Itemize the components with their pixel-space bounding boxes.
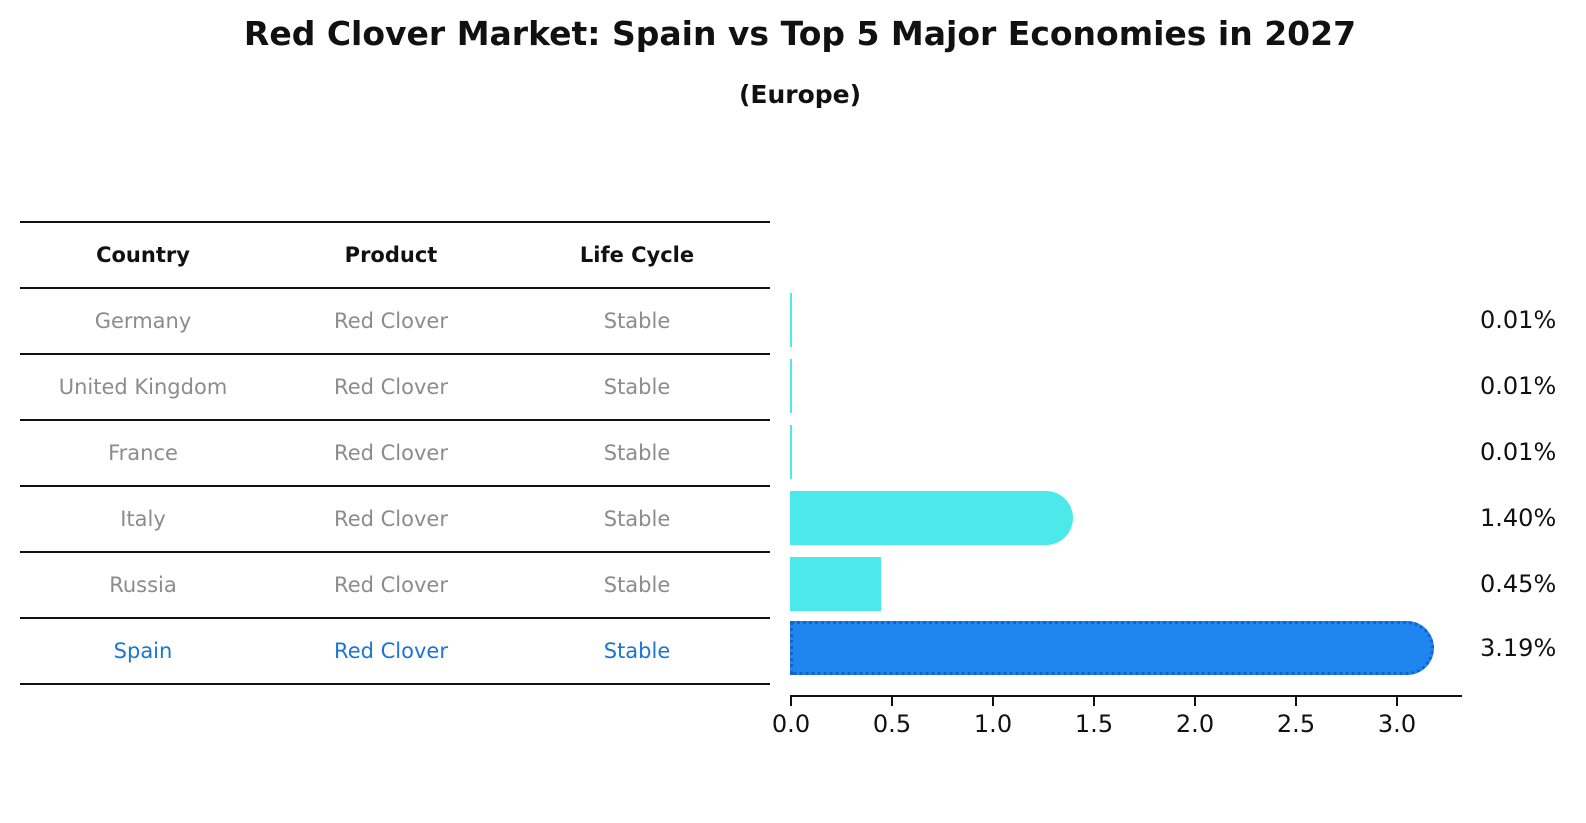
cell-lifecycle: Stable: [603, 639, 671, 663]
x-axis-tick: [891, 697, 893, 706]
x-axis-tick-label: 2.5: [1276, 710, 1316, 738]
country-table: Country Product Life Cycle Germany Red C…: [20, 221, 770, 685]
value-label-russia: 0.45%: [1480, 570, 1557, 598]
x-axis-tick: [790, 697, 792, 706]
bar-russia: [790, 557, 881, 611]
cell-product: Red Clover: [334, 639, 448, 663]
cell-product: Red Clover: [334, 573, 448, 597]
x-axis-tick: [1396, 697, 1398, 706]
cell-product: Red Clover: [334, 507, 448, 531]
bar-united-kingdom: [790, 359, 792, 413]
value-label-germany: 0.01%: [1480, 306, 1557, 334]
x-axis-tick-label: 0.0: [771, 710, 811, 738]
x-axis-tick: [1295, 697, 1297, 706]
table-row-highlighted: Spain Red Clover Stable: [20, 617, 770, 685]
cell-product: Red Clover: [334, 441, 448, 465]
x-axis-tick-label: 3.0: [1377, 710, 1417, 738]
table-row: Russia Red Clover Stable: [20, 551, 770, 617]
value-label-france: 0.01%: [1480, 438, 1557, 466]
bar-france: [790, 425, 792, 479]
column-header-lifecycle: Life Cycle: [579, 243, 695, 267]
x-axis-tick: [1093, 697, 1095, 706]
chart-title: Red Clover Market: Spain vs Top 5 Major …: [243, 14, 1357, 53]
table-row: United Kingdom Red Clover Stable: [20, 353, 770, 419]
chart-subtitle: (Europe): [738, 80, 862, 109]
cell-product: Red Clover: [334, 309, 448, 333]
x-axis-tick-label: 1.5: [1074, 710, 1114, 738]
table-row: France Red Clover Stable: [20, 419, 770, 485]
bar-spain: [790, 621, 1434, 675]
x-axis-tick-label: 0.5: [872, 710, 912, 738]
cell-lifecycle: Stable: [603, 573, 671, 597]
x-axis-tick-label: 1.0: [973, 710, 1013, 738]
cell-product: Red Clover: [334, 375, 448, 399]
cell-country: Spain: [113, 639, 173, 663]
column-header-product: Product: [344, 243, 438, 267]
table-header-row: Country Product Life Cycle: [20, 221, 770, 287]
x-axis-line: [790, 695, 1462, 697]
cell-country: Russia: [109, 573, 177, 597]
bar-germany: [790, 293, 792, 347]
value-label-italy: 1.40%: [1480, 504, 1557, 532]
cell-lifecycle: Stable: [603, 375, 671, 399]
table-row: Germany Red Clover Stable: [20, 287, 770, 353]
value-label-spain: 3.19%: [1480, 634, 1557, 662]
x-axis-tick: [1194, 697, 1196, 706]
value-label-united-kingdom: 0.01%: [1480, 372, 1557, 400]
cell-lifecycle: Stable: [603, 441, 671, 465]
x-axis-tick-label: 2.0: [1175, 710, 1215, 738]
x-axis-tick: [992, 697, 994, 706]
cell-lifecycle: Stable: [603, 507, 671, 531]
cell-lifecycle: Stable: [603, 309, 671, 333]
table-row: Italy Red Clover Stable: [20, 485, 770, 551]
bar-italy: [790, 491, 1073, 545]
cell-country: Germany: [94, 309, 192, 333]
cell-country: Italy: [120, 507, 166, 531]
cell-country: United Kingdom: [58, 375, 228, 399]
column-header-country: Country: [96, 243, 190, 267]
cell-country: France: [108, 441, 178, 465]
